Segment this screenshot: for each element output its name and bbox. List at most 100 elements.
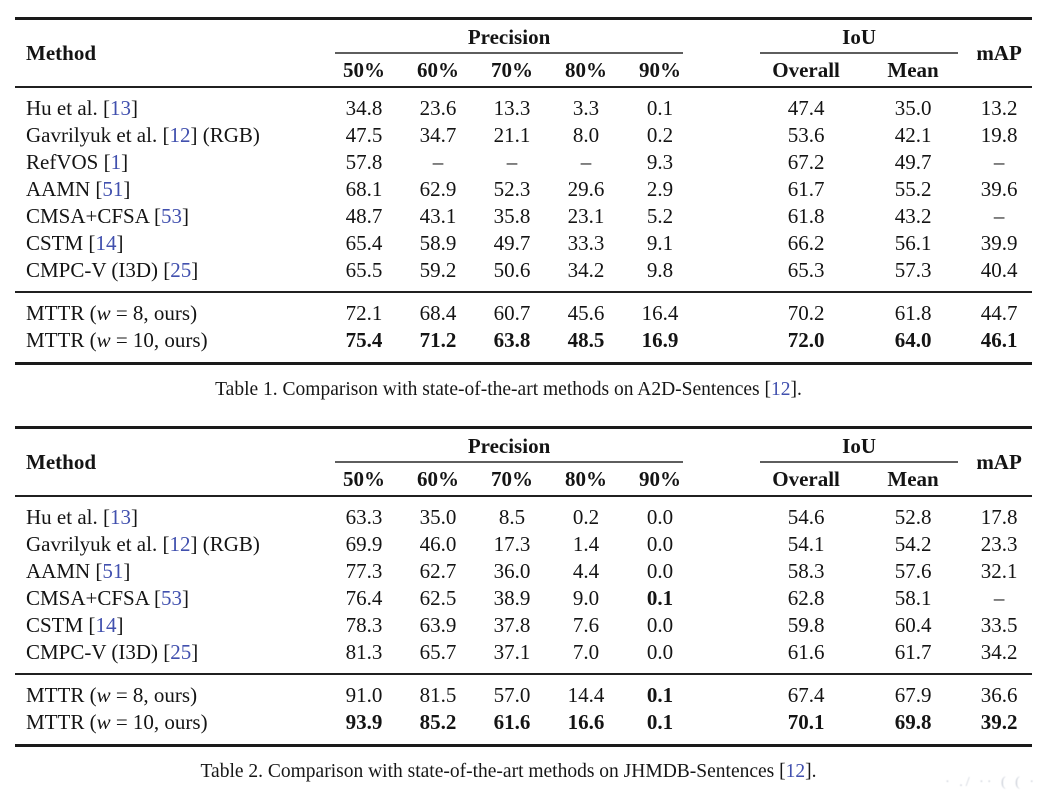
text-segment: = 10, ours) (110, 710, 208, 734)
value-cell: 33.5 (980, 613, 1018, 637)
col-header-method: Method (15, 427, 327, 497)
citation-number: 25 (170, 640, 192, 664)
col-header: 60% (401, 54, 475, 88)
value-cell: 43.2 (894, 204, 932, 228)
value-cell: 72.1 (327, 291, 401, 327)
table-row: CMSA+CFSA [53] 76.4 62.5 38.9 9.0 0.1 62.8 58.1… (15, 585, 1032, 612)
table-body: Hu et al. [13] 34.8 23.6 13.3 3.3 0.1 47.4 35.0… (15, 87, 1033, 364)
method-cell: MTTR (w = 10, ours) (15, 327, 327, 364)
value-cell: 76.4 (345, 586, 383, 610)
method-cell: CMPC-V (I3D) [25] (15, 639, 327, 674)
table-header: Method Precision IoU mAP 50% 60% 70% 80% 90% Over… (15, 427, 1033, 497)
value-cell: 32.1 (980, 559, 1018, 583)
text-segment: Table 2. Comparison with state-of-the-ar… (200, 761, 786, 782)
method-cell: CSTM [14] (15, 612, 327, 639)
value-cell: 81.5 (401, 673, 475, 709)
value-cell: 1.4 (572, 532, 600, 556)
citation-number: 51 (102, 177, 124, 201)
header-row-subcols: 50% 60% 70% 80% 90% Overall Mean (15, 54, 1032, 88)
value-cell: 47.4 (787, 96, 825, 120)
method-cell: CMSA+CFSA [53] (15, 585, 327, 612)
column-spacer (697, 558, 752, 585)
text-segment: Hu et al. [ (26, 505, 110, 529)
col-header: 90% (623, 54, 698, 88)
col-header: 80% (549, 54, 623, 88)
value-cell: 65.7 (419, 640, 457, 664)
value-cell: 85.2 (419, 710, 457, 734)
value-cell: 2.9 (646, 177, 674, 201)
citation-number: 12 (169, 123, 191, 147)
text-segment: ] (RGB) (190, 123, 260, 147)
value-cell: 63.9 (419, 613, 457, 637)
value-cell: 13.2 (980, 96, 1018, 120)
value-cell: 78.3 (345, 613, 383, 637)
value-cell: 16.4 (623, 291, 698, 327)
value-cell: 0.2 (646, 123, 674, 147)
value-cell: 64.0 (894, 328, 932, 352)
citation-number: 13 (109, 96, 131, 120)
text-segment: CMPC-V (I3D) [ (26, 258, 171, 282)
column-spacer (697, 230, 752, 257)
value-cell: 0.1 (646, 96, 674, 120)
value-cell: 63.8 (493, 328, 531, 352)
value-cell: 39.6 (980, 177, 1018, 201)
col-header-map: mAP (966, 18, 1033, 88)
value-cell: 0.0 (646, 505, 674, 529)
col-header: Overall (752, 463, 861, 497)
value-cell: 35.0 (894, 96, 932, 120)
value-cell: – (993, 586, 1005, 610)
value-cell: 52.8 (894, 505, 932, 529)
table-row: AAMN [51] 77.3 62.7 36.0 4.4 0.0 58.3 57.6 32.1 (15, 558, 1032, 585)
column-spacer (697, 496, 752, 531)
value-cell: 54.6 (787, 505, 825, 529)
value-cell: 55.2 (894, 177, 932, 201)
text-segment: MTTR ( (26, 301, 97, 325)
value-cell: 7.6 (572, 613, 600, 637)
table-header: Method Precision IoU mAP 50% 60% 70% 80% 90% Over… (15, 18, 1033, 88)
value-cell: 63.3 (345, 505, 383, 529)
value-cell: – (993, 150, 1005, 174)
col-header: 60% (401, 463, 475, 497)
text-segment: CMSA+CFSA [ (26, 204, 161, 228)
text-segment: CMSA+CFSA [ (26, 586, 161, 610)
value-cell: 50.6 (493, 258, 531, 282)
method-cell: CMSA+CFSA [53] (15, 203, 327, 230)
text-segment: CMPC-V (I3D) [ (26, 640, 171, 664)
col-header: 80% (549, 463, 623, 497)
text-segment: ] (191, 258, 199, 282)
value-cell: 0.1 (623, 673, 698, 709)
value-cell: 45.6 (549, 291, 623, 327)
col-header: 50% (327, 463, 401, 497)
value-cell: 57.0 (475, 673, 549, 709)
col-header-map: mAP (966, 427, 1033, 497)
group-header-iou: IoU (752, 428, 966, 463)
value-cell: – (993, 204, 1005, 228)
column-spacer (697, 612, 752, 639)
column-spacer (697, 257, 752, 292)
value-cell: 9.8 (646, 258, 674, 282)
value-cell: 34.8 (345, 96, 383, 120)
group-header-iou: IoU (752, 19, 966, 54)
column-spacer (697, 149, 752, 176)
column-spacer (697, 327, 752, 364)
value-cell: 62.7 (419, 559, 457, 583)
value-cell: 81.3 (345, 640, 383, 664)
citation-number: 1 (110, 150, 122, 174)
value-cell: 49.7 (894, 150, 932, 174)
value-cell: 43.1 (419, 204, 457, 228)
value-cell: 66.2 (787, 231, 825, 255)
col-header: 90% (623, 463, 698, 497)
value-cell: 34.7 (419, 123, 457, 147)
value-cell: 48.5 (567, 328, 605, 352)
table-row: CMPC-V (I3D) [25] 65.5 59.2 50.6 34.2 9.8 65.3… (15, 257, 1032, 292)
results-table: Method Precision IoU mAP 50% 60% 70% 80% 90% Over… (15, 17, 1033, 365)
value-cell: 61.7 (787, 177, 825, 201)
value-cell: 44.7 (966, 291, 1033, 327)
value-cell: 57.8 (345, 150, 383, 174)
value-cell: 49.7 (493, 231, 531, 255)
method-cell: MTTR (w = 8, ours) (15, 291, 327, 327)
text-segment: ]. (805, 761, 817, 782)
value-cell: 71.2 (419, 328, 457, 352)
value-cell: 69.9 (345, 532, 383, 556)
value-cell: 65.3 (787, 258, 825, 282)
